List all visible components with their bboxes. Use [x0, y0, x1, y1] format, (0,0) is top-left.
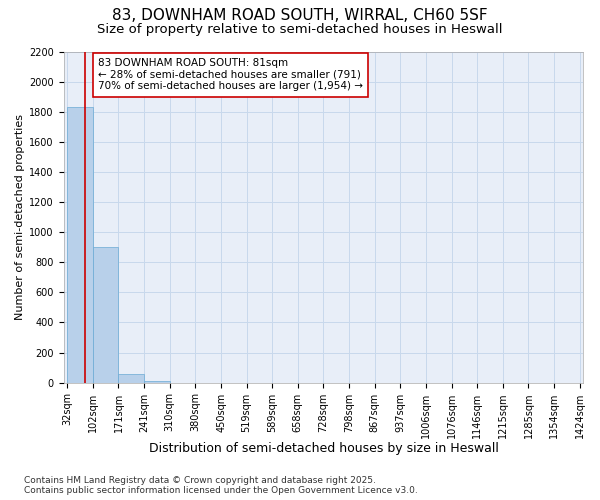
Y-axis label: Number of semi-detached properties: Number of semi-detached properties [15, 114, 25, 320]
Text: Contains HM Land Registry data © Crown copyright and database right 2025.
Contai: Contains HM Land Registry data © Crown c… [24, 476, 418, 495]
Text: Size of property relative to semi-detached houses in Heswall: Size of property relative to semi-detach… [97, 22, 503, 36]
Bar [144, 381, 170, 382]
Bar [67, 107, 93, 382]
X-axis label: Distribution of semi-detached houses by size in Heswall: Distribution of semi-detached houses by … [149, 442, 499, 455]
Bar [93, 247, 118, 382]
Text: 83 DOWNHAM ROAD SOUTH: 81sqm
← 28% of semi-detached houses are smaller (791)
70%: 83 DOWNHAM ROAD SOUTH: 81sqm ← 28% of se… [98, 58, 363, 92]
Text: 83, DOWNHAM ROAD SOUTH, WIRRAL, CH60 5SF: 83, DOWNHAM ROAD SOUTH, WIRRAL, CH60 5SF [112, 8, 488, 22]
Bar [118, 374, 144, 382]
